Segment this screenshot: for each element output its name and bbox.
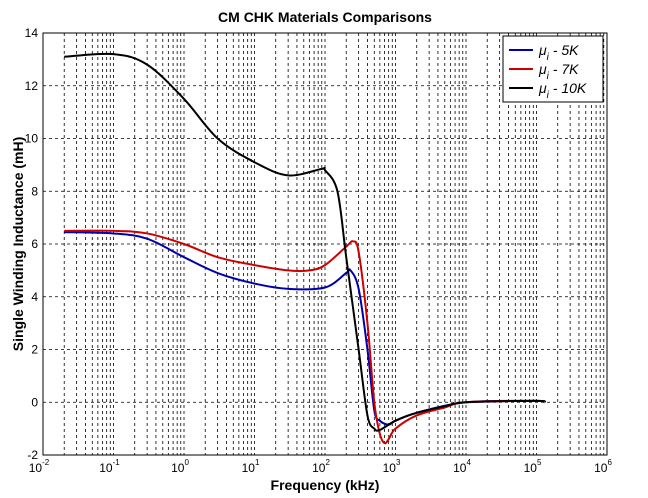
x-axis-label: Frequency (kHz): [271, 477, 380, 493]
chart-title: CM CHK Materials Comparisons: [218, 9, 432, 25]
x-tick-label: 105: [524, 458, 542, 475]
legend-entry: μi - 5K: [538, 42, 579, 63]
x-tick-label: 10-1: [99, 458, 120, 475]
y-tick-label: 6: [31, 237, 38, 251]
y-axis-label: Single Winding Inductance (mH): [10, 137, 26, 352]
y-tick-label: 10: [25, 132, 39, 146]
y-tick-label: 2: [31, 343, 38, 357]
x-ticks: 10-2 10-1 100 101 102 103 104 105 106: [29, 458, 613, 475]
plot-frame: [42, 32, 608, 456]
y-ticks: -2 0 2 4 6 8 10 12 14: [25, 26, 39, 462]
legend-entry: μi - 10K: [538, 80, 587, 101]
x-tick-label: 102: [312, 458, 330, 475]
x-tick-label: 101: [242, 458, 260, 475]
series-line-0: [64, 231, 546, 426]
y-tick-label: 12: [25, 79, 39, 93]
grid: [43, 33, 607, 455]
y-tick-label: 14: [25, 26, 39, 40]
y-tick-label: 4: [31, 290, 38, 304]
series-line-2: [64, 52, 546, 432]
x-tick-label: 103: [383, 458, 401, 475]
x-tick-label: 106: [594, 458, 612, 475]
x-tick-label: 104: [453, 458, 471, 475]
y-tick-label: 8: [31, 184, 38, 198]
series-line-1: [64, 229, 546, 445]
x-tick-label: 10-2: [29, 458, 50, 475]
y-tick-label: -2: [27, 448, 38, 462]
series-lines: [64, 52, 546, 445]
x-tick-label: 100: [171, 458, 189, 475]
legend-entry: μi - 7K: [538, 61, 579, 82]
y-tick-label: 0: [31, 395, 38, 409]
